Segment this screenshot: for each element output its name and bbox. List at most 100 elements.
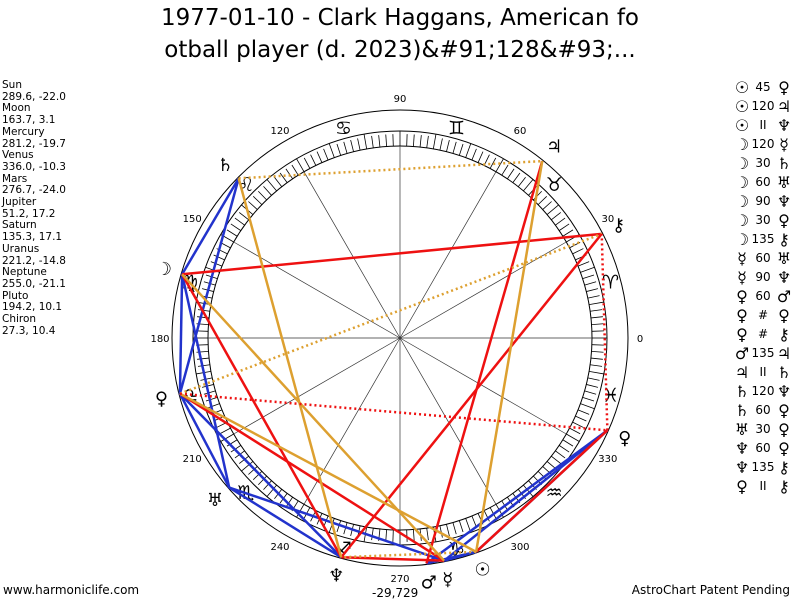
aspect-symbol: 30 bbox=[755, 156, 771, 170]
degree-tick bbox=[291, 164, 299, 176]
aspect-line bbox=[237, 178, 343, 558]
aspect-line bbox=[179, 392, 477, 553]
aspect-planet-1: ♅ bbox=[734, 420, 750, 439]
aspect-planet-2: ♅ bbox=[776, 249, 792, 268]
planet-coords-sun: 289.6, -22.0 bbox=[2, 90, 66, 103]
sign-divider-line bbox=[303, 337, 401, 505]
planet-coords-jupiter: 51.2, 17.2 bbox=[2, 207, 56, 220]
aspect-row: ☽ 30 ♄ bbox=[734, 154, 792, 173]
aspect-symbol: # bbox=[757, 327, 769, 341]
degree-tick bbox=[590, 316, 603, 319]
degree-tick bbox=[258, 475, 267, 486]
aspect-symbol: 60 bbox=[755, 251, 771, 265]
aspect-planet-2: ♆ bbox=[776, 116, 792, 135]
degree-tick bbox=[226, 439, 238, 447]
degree-tick bbox=[590, 357, 603, 360]
degree-label: 90 bbox=[394, 94, 407, 105]
degree-tick bbox=[587, 295, 600, 299]
degree-tick bbox=[523, 484, 534, 497]
planet-name-sun: Sun bbox=[2, 79, 22, 91]
planet-glyph-moon: ☽ bbox=[156, 259, 172, 280]
degree-tick bbox=[350, 139, 354, 152]
degree-tick bbox=[458, 520, 464, 533]
zodiac-sign-glyph: ♉ bbox=[546, 174, 563, 196]
degree-tick bbox=[432, 134, 437, 149]
aspect-line bbox=[228, 486, 445, 562]
aspect-planet-2: ♃ bbox=[776, 97, 792, 116]
planet-glyph-jupiter: ♃ bbox=[546, 136, 562, 157]
degree-tick bbox=[238, 212, 249, 221]
planet-glyph-venus: ♀ bbox=[618, 428, 631, 449]
degree-tick bbox=[577, 261, 590, 267]
aspect-planet-1: ♀ bbox=[736, 306, 748, 325]
degree-tick bbox=[589, 301, 604, 306]
degree-tick bbox=[582, 274, 595, 280]
degree-tick bbox=[426, 135, 429, 148]
aspect-line bbox=[238, 159, 543, 180]
aspect-symbol: 60 bbox=[755, 441, 771, 455]
degree-tick bbox=[590, 309, 603, 312]
degree-tick bbox=[575, 415, 587, 422]
degree-tick bbox=[279, 172, 288, 183]
degree-tick bbox=[446, 524, 450, 537]
aspect-line bbox=[178, 393, 231, 489]
aspect-line bbox=[179, 392, 445, 562]
aspect-symbol: 135 bbox=[751, 460, 775, 474]
aspect-line bbox=[178, 178, 240, 395]
planet-glyph-saturn: ♄ bbox=[217, 155, 233, 176]
degree-tick bbox=[363, 134, 368, 149]
degree-tick bbox=[252, 471, 263, 480]
aspect-row: ♆ 60 ♀ bbox=[734, 439, 792, 458]
degree-tick bbox=[285, 168, 293, 180]
planet-name-chiron: Chiron bbox=[2, 313, 37, 326]
aspect-row: ♀ 60 ♂ bbox=[734, 287, 792, 306]
degree-tick bbox=[412, 529, 415, 542]
degree-tick bbox=[546, 204, 559, 215]
planet-name-moon: Moon bbox=[2, 102, 31, 115]
degree-tick bbox=[426, 528, 429, 541]
aspect-planet-1: ♂ bbox=[734, 344, 750, 363]
aspect-row: ♂ 135 ♃ bbox=[734, 344, 792, 363]
degree-tick bbox=[219, 427, 231, 435]
zodiac-sign-glyph: ♒ bbox=[546, 482, 563, 504]
aspect-symbol: 120 bbox=[751, 137, 775, 151]
aspect-symbol: 90 bbox=[755, 194, 771, 208]
aspect-list: ☉ 45 ♀ ☉ 120 ♃ ☉ II ♆ ☽ 120 ☿ ☽ 30 ♄ ☽ 60 ♅ ☽ 90 ♆ ☽ 30 ♀ ☽ 135 ⚷ ☿… bbox=[734, 78, 792, 496]
aspect-planet-1: ♄ bbox=[734, 401, 750, 420]
aspect-symbol: 135 bbox=[751, 346, 775, 360]
aspect-symbol: 90 bbox=[755, 270, 771, 284]
aspect-planet-1: ☽ bbox=[734, 173, 750, 192]
aspect-planet-2: ⚷ bbox=[778, 230, 790, 249]
degree-tick bbox=[580, 266, 595, 273]
aspect-planet-2: ☿ bbox=[779, 135, 789, 154]
degree-tick bbox=[357, 138, 361, 151]
aspect-line bbox=[443, 429, 609, 562]
aspect-symbol: # bbox=[757, 308, 769, 322]
aspect-planet-1: ☉ bbox=[734, 97, 750, 116]
zodiac-sign-glyph: ♊ bbox=[448, 117, 465, 139]
aspect-planet-1: ♀ bbox=[736, 477, 748, 496]
degree-tick bbox=[371, 135, 374, 148]
degree-tick bbox=[452, 141, 457, 154]
degree-tick bbox=[471, 148, 477, 161]
degree-tick bbox=[412, 134, 415, 147]
degree-tick bbox=[465, 143, 472, 158]
aspect-planet-2: ♀ bbox=[778, 439, 790, 458]
aspect-line bbox=[178, 274, 184, 394]
degree-tick bbox=[489, 507, 497, 519]
degree-tick bbox=[584, 390, 597, 395]
aspect-symbol: 45 bbox=[755, 80, 771, 94]
aspect-symbol: 60 bbox=[755, 289, 771, 303]
degree-tick bbox=[248, 201, 258, 210]
degree-tick bbox=[226, 229, 238, 237]
aspect-line bbox=[475, 429, 609, 553]
degree-tick bbox=[572, 248, 584, 255]
degree-label: 120 bbox=[270, 126, 289, 137]
planet-coords-uranus: 221.2, -14.8 bbox=[2, 254, 66, 267]
sign-divider-line bbox=[399, 171, 497, 339]
aspect-planet-1: ♄ bbox=[734, 382, 750, 401]
degree-tick bbox=[316, 151, 323, 163]
degree-tick bbox=[213, 254, 225, 261]
degree-tick bbox=[551, 455, 562, 464]
degree-tick bbox=[587, 377, 600, 381]
